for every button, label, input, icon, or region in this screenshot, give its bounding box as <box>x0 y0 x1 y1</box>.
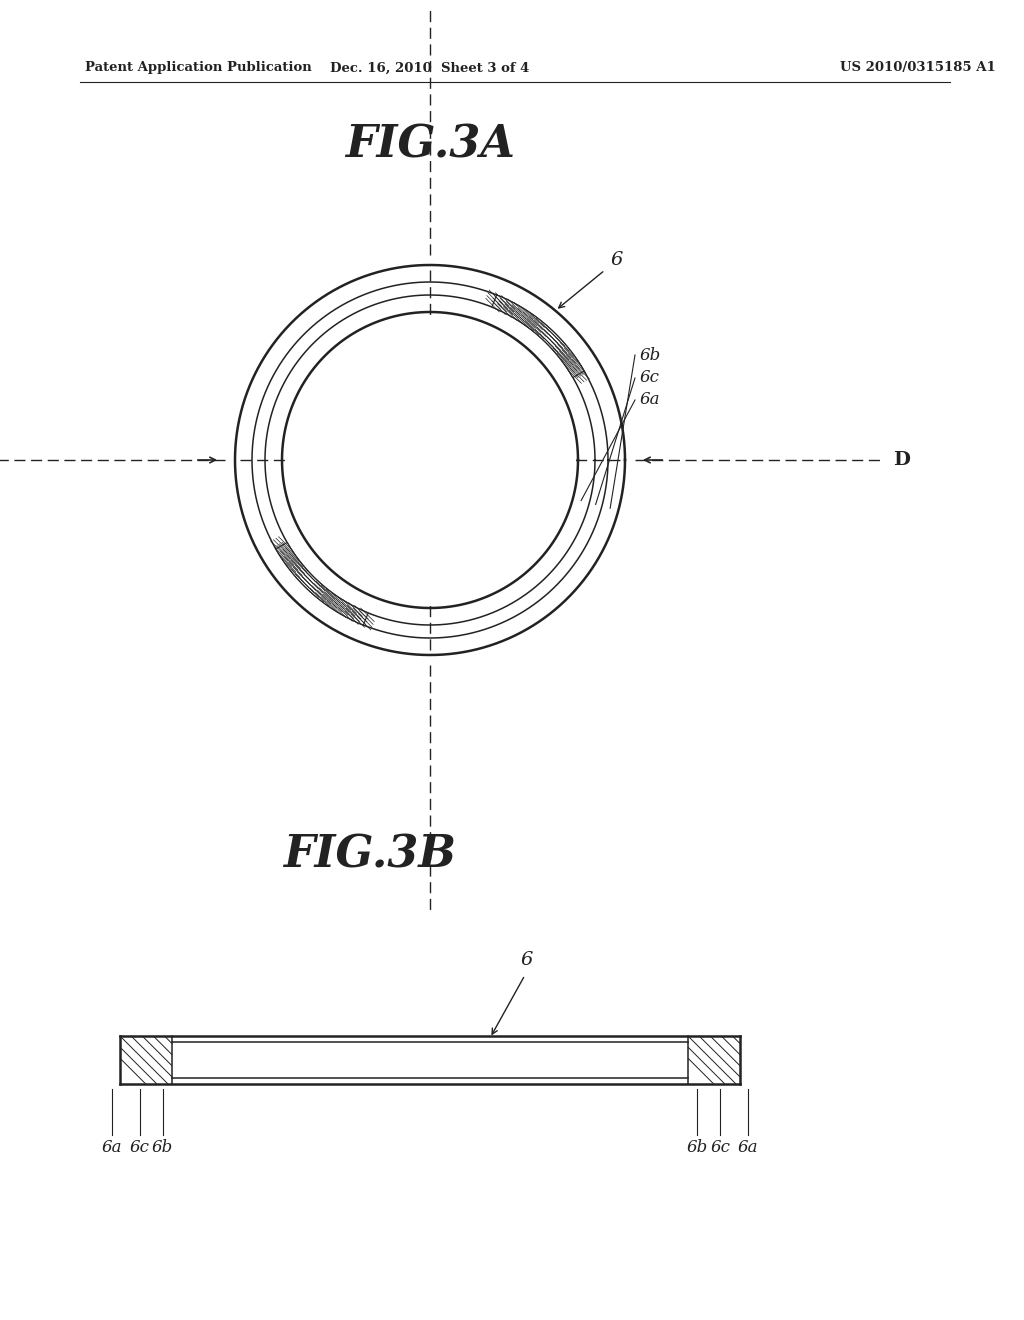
Text: 6a: 6a <box>640 392 660 408</box>
Text: Patent Application Publication: Patent Application Publication <box>85 62 311 74</box>
Text: 6c: 6c <box>130 1139 150 1156</box>
Text: FIG.3A: FIG.3A <box>345 124 515 166</box>
Text: 6c: 6c <box>640 370 659 387</box>
Text: 6c: 6c <box>711 1139 730 1156</box>
Text: 6b: 6b <box>640 346 662 363</box>
Text: Dec. 16, 2010  Sheet 3 of 4: Dec. 16, 2010 Sheet 3 of 4 <box>331 62 529 74</box>
Polygon shape <box>275 543 369 626</box>
Text: 6b: 6b <box>687 1139 708 1156</box>
Text: 6a: 6a <box>737 1139 758 1156</box>
Text: 6: 6 <box>520 950 532 969</box>
Text: 6b: 6b <box>152 1139 173 1156</box>
Text: US 2010/0315185 A1: US 2010/0315185 A1 <box>840 62 995 74</box>
Polygon shape <box>492 294 584 378</box>
Text: D: D <box>893 451 910 469</box>
Text: FIG.3B: FIG.3B <box>284 833 457 876</box>
Text: 6a: 6a <box>101 1139 122 1156</box>
Text: 6: 6 <box>610 251 623 269</box>
